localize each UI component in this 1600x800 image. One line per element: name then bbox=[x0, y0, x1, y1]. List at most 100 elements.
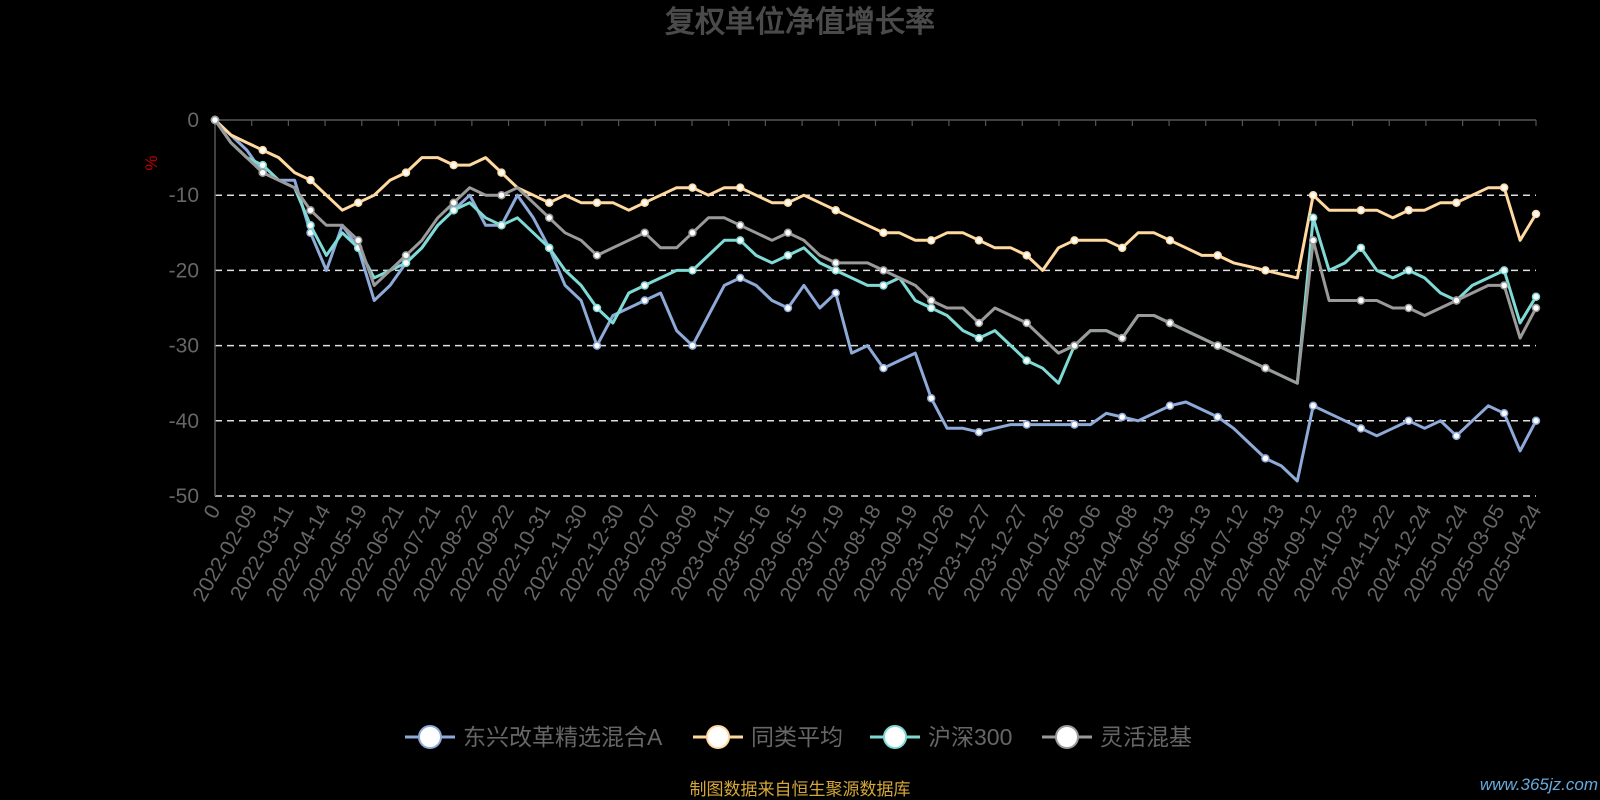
x-tick-label: 0 bbox=[200, 501, 226, 523]
series-point-1 bbox=[1117, 243, 1127, 253]
series-point-2 bbox=[1499, 266, 1509, 275]
series-point-0 bbox=[1452, 431, 1461, 441]
series-point-0 bbox=[1531, 416, 1541, 426]
source-note: 制图数据来自恒生聚源数据库 bbox=[690, 780, 911, 799]
series-point-0 bbox=[879, 363, 888, 373]
series-point-2 bbox=[1531, 292, 1541, 301]
series-point-1 bbox=[735, 183, 745, 192]
series-point-3 bbox=[1213, 341, 1222, 350]
series-point-2 bbox=[879, 281, 888, 290]
series-point-3 bbox=[1499, 281, 1509, 290]
series-point-2 bbox=[258, 160, 267, 170]
series-line-3 bbox=[213, 119, 1538, 385]
series-point-3 bbox=[210, 115, 220, 125]
series-point-2 bbox=[783, 251, 793, 260]
legend-marker bbox=[883, 725, 907, 749]
series-point-2 bbox=[592, 303, 602, 313]
series-point-0 bbox=[1499, 409, 1509, 418]
series-point-3 bbox=[544, 213, 554, 223]
legend-item-0[interactable]: 东兴改革精选混合A bbox=[405, 724, 663, 750]
series-line-2 bbox=[213, 119, 1538, 385]
series-point-3 bbox=[1308, 236, 1318, 245]
series-point-0 bbox=[1308, 401, 1318, 411]
series-point-2 bbox=[688, 266, 697, 275]
y-axis-unit: % bbox=[142, 155, 161, 170]
series-point-3 bbox=[1452, 296, 1461, 305]
series-point-0 bbox=[1404, 416, 1413, 426]
series-point-1 bbox=[1308, 190, 1318, 200]
series-point-0 bbox=[831, 288, 840, 298]
series-point-0 bbox=[1261, 454, 1270, 463]
series-point-3 bbox=[1404, 303, 1413, 313]
series-point-3 bbox=[1531, 303, 1541, 313]
series-point-0 bbox=[926, 393, 936, 403]
series-point-2 bbox=[401, 258, 411, 268]
series-point-3 bbox=[306, 205, 315, 215]
legend-label: 沪深300 bbox=[928, 724, 1012, 750]
series-point-1 bbox=[401, 168, 411, 177]
series-point-2 bbox=[497, 221, 506, 230]
series-point-0 bbox=[783, 303, 793, 313]
series-point-2 bbox=[831, 266, 840, 275]
series-point-1 bbox=[1070, 236, 1079, 245]
y-tick-label: 0 bbox=[187, 109, 199, 132]
series-point-0 bbox=[1070, 420, 1079, 429]
series-point-1 bbox=[592, 198, 602, 207]
series-point-3 bbox=[1117, 333, 1127, 343]
series-point-3 bbox=[1022, 318, 1031, 328]
series-point-3 bbox=[353, 236, 363, 245]
legend-label: 灵活混基 bbox=[1100, 724, 1192, 750]
legend-item-1[interactable]: 同类平均 bbox=[693, 724, 843, 750]
series-point-1 bbox=[544, 198, 554, 207]
series-point-3 bbox=[879, 266, 888, 275]
legend-item-3[interactable]: 灵活混基 bbox=[1042, 724, 1192, 750]
y-tick-label: -30 bbox=[169, 335, 199, 358]
series-point-2 bbox=[544, 243, 554, 253]
series-point-3 bbox=[592, 251, 602, 260]
watermark: www.365jz.com bbox=[1480, 775, 1598, 794]
legend-label: 同类平均 bbox=[751, 724, 843, 750]
series-point-1 bbox=[879, 228, 888, 238]
series-point-1 bbox=[497, 168, 506, 177]
series-point-2 bbox=[1404, 266, 1413, 275]
series-point-3 bbox=[735, 221, 745, 230]
y-tick-label: -10 bbox=[169, 184, 199, 207]
series-point-3 bbox=[401, 251, 411, 260]
series-point-0 bbox=[1117, 412, 1127, 422]
series-point-2 bbox=[449, 205, 458, 215]
legend-marker bbox=[418, 725, 442, 749]
legend-marker bbox=[1055, 725, 1079, 749]
series-point-3 bbox=[640, 228, 649, 238]
series-point-3 bbox=[1356, 296, 1366, 305]
series-point-1 bbox=[258, 145, 267, 155]
series-point-3 bbox=[258, 168, 267, 177]
series-point-2 bbox=[974, 333, 984, 343]
series-point-1 bbox=[831, 205, 840, 215]
series-point-1 bbox=[974, 236, 984, 245]
series-point-1 bbox=[1022, 251, 1031, 260]
series-point-1 bbox=[1165, 236, 1175, 245]
legend[interactable]: 东兴改革精选混合A 同类平均 沪深300 灵活混基 bbox=[405, 724, 1192, 750]
series-point-0 bbox=[1213, 412, 1222, 422]
series-point-3 bbox=[449, 198, 458, 207]
series-point-1 bbox=[640, 198, 649, 207]
series-point-1 bbox=[449, 160, 458, 170]
series-point-1 bbox=[1356, 205, 1366, 215]
series-point-2 bbox=[640, 281, 649, 290]
series-point-1 bbox=[1452, 198, 1461, 207]
series-point-0 bbox=[974, 427, 984, 437]
legend-label: 东兴改革精选混合A bbox=[463, 724, 663, 750]
series-point-1 bbox=[1499, 183, 1509, 192]
series-point-2 bbox=[1356, 243, 1366, 253]
legend-item-2[interactable]: 沪深300 bbox=[870, 724, 1012, 750]
series-point-3 bbox=[831, 258, 840, 268]
series-point-0 bbox=[1022, 420, 1031, 429]
series-point-3 bbox=[783, 228, 793, 238]
series-point-1 bbox=[1404, 205, 1413, 215]
y-tick-label: -20 bbox=[169, 259, 199, 282]
series-point-3 bbox=[497, 190, 506, 200]
series-point-3 bbox=[688, 228, 697, 238]
axis-layer: 0-10-20-30-40-5002022-02-092022-03-11202… bbox=[169, 109, 1547, 606]
series-point-0 bbox=[1356, 424, 1366, 433]
